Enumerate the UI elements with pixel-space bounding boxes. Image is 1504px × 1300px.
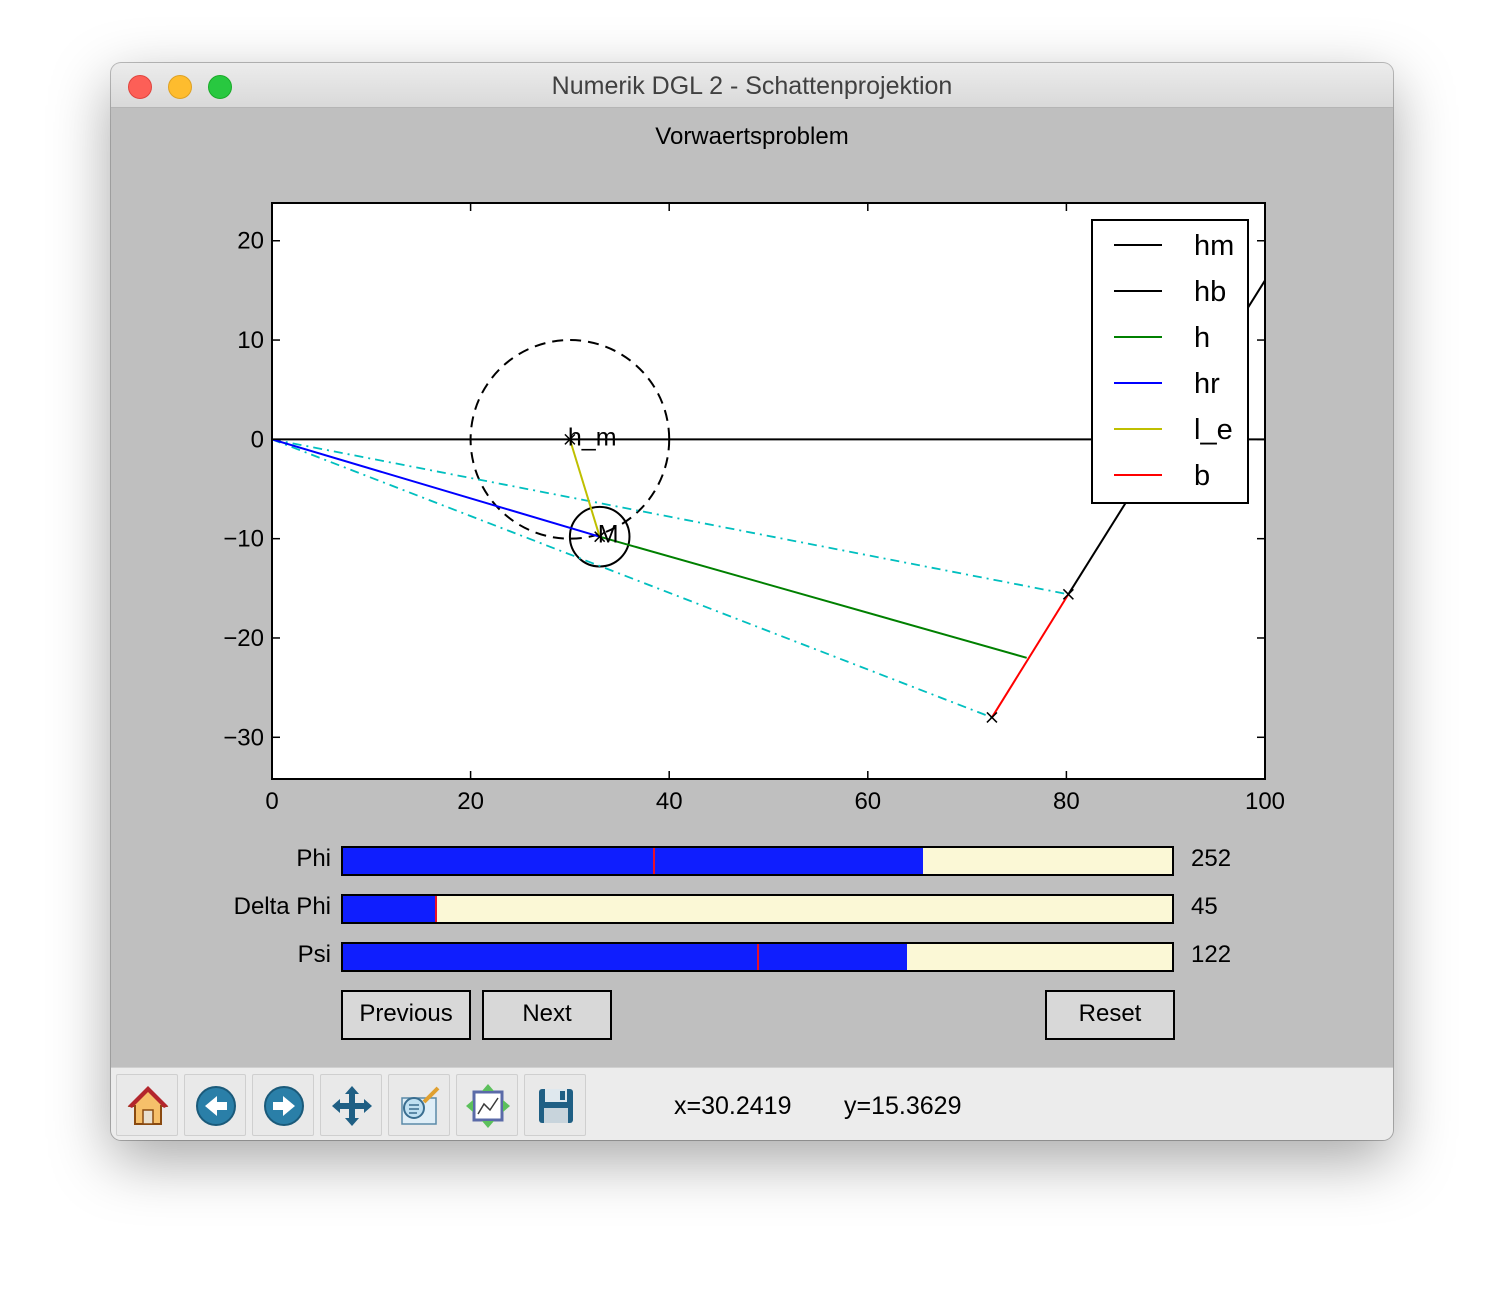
x-marker-stroke-b	[986, 711, 998, 723]
legend-label-hb: hb	[1194, 276, 1226, 308]
x-tick-label: 80	[1053, 788, 1080, 815]
annotation-m: M	[598, 521, 619, 549]
axes-frame	[271, 202, 1266, 780]
guide-line-1	[272, 438, 993, 719]
annotation-h-m: h_m	[568, 423, 617, 451]
x-tick-label: 60	[854, 788, 881, 815]
reset-button[interactable]: Reset	[1045, 990, 1175, 1040]
series-line-h	[599, 535, 1027, 659]
x-tick-label: 0	[265, 788, 278, 815]
figure-title: Vorwaertsproblem	[655, 123, 849, 150]
y-tick-label: −10	[223, 526, 264, 553]
delta-phi-value: 45	[1191, 893, 1218, 920]
psi-value: 122	[1191, 941, 1232, 968]
subplots-icon	[466, 1084, 510, 1128]
x-marker-1	[594, 531, 606, 543]
x-coordinate-readout: x=30.2419	[674, 1092, 792, 1120]
slider-label-psi: Psi	[297, 941, 331, 968]
forward-button[interactable]	[252, 1074, 314, 1136]
series-line-b	[991, 593, 1070, 718]
y-tick-label: 0	[251, 426, 264, 453]
x-marker-stroke-b	[564, 433, 576, 445]
save-icon	[539, 1089, 573, 1123]
y-tick-label: 10	[237, 327, 264, 354]
y-coordinate-readout: y=15.3629	[844, 1092, 962, 1120]
x-tick-label: 40	[656, 788, 683, 815]
delta-phi-slider-initial-marker	[434, 896, 437, 922]
close-window-button[interactable]	[128, 75, 152, 99]
minimize-window-button[interactable]	[168, 75, 192, 99]
x-marker-stroke-b	[594, 531, 606, 543]
forward-arrow-icon	[264, 1086, 304, 1126]
app-window: Numerik DGL 2 - Schattenprojektion Vorwa…	[111, 63, 1393, 1140]
zoom-icon	[401, 1086, 440, 1125]
back-button[interactable]	[184, 1074, 246, 1136]
title-bar: Numerik DGL 2 - Schattenprojektion	[111, 63, 1393, 108]
y-tick-label: −30	[223, 724, 264, 751]
next-button[interactable]: Next	[482, 990, 612, 1040]
x-marker-0	[564, 433, 576, 445]
delta-phi-slider[interactable]	[341, 894, 1174, 924]
window-title: Numerik DGL 2 - Schattenprojektion	[551, 72, 953, 100]
home-icon	[127, 1086, 169, 1125]
phi-slider-fill	[343, 848, 924, 874]
phi-slider[interactable]	[341, 846, 1174, 876]
phi-value: 252	[1191, 845, 1232, 872]
subplots-button[interactable]	[456, 1074, 518, 1136]
legend: hm hb h hr l_eb	[1091, 219, 1249, 504]
x-tick-label: 100	[1245, 788, 1285, 815]
slider-label-phi: Phi	[296, 845, 331, 872]
guide-line-0	[272, 438, 1069, 596]
save-button[interactable]	[524, 1074, 586, 1136]
delta-phi-slider-fill	[343, 896, 436, 922]
legend-label-h: h	[1194, 322, 1210, 354]
plot-area[interactable]: h_mM0 20 40 60 80 10020100−10−20−30hmhbhhrl_e…	[111, 63, 1393, 823]
series-line-l-e	[568, 439, 601, 537]
x-marker-2	[1062, 588, 1074, 600]
legend-box	[1091, 219, 1249, 504]
legend-label-hm: hm	[1194, 230, 1234, 262]
pan-icon	[332, 1086, 372, 1126]
previous-button[interactable]: Previous	[341, 990, 471, 1040]
legend-label-hr: hr	[1194, 368, 1220, 400]
pan-button[interactable]	[320, 1074, 382, 1136]
x-marker-3	[986, 711, 998, 723]
x-tick-label: 20	[457, 788, 484, 815]
series-line-hr	[272, 438, 600, 538]
psi-slider[interactable]	[341, 942, 1174, 972]
legend-label-l-e: l_e	[1194, 414, 1233, 446]
zoom-button[interactable]	[388, 1074, 450, 1136]
psi-slider-fill	[343, 944, 907, 970]
navigation-toolbar: x=30.2419 y=15.3629	[111, 1067, 1393, 1140]
phi-slider-initial-marker	[652, 848, 655, 874]
y-tick-label: 20	[237, 228, 264, 255]
back-arrow-icon	[196, 1086, 236, 1126]
home-button[interactable]	[116, 1074, 178, 1136]
zoom-window-button[interactable]	[208, 75, 232, 99]
y-tick-label: −20	[223, 625, 264, 652]
psi-slider-initial-marker	[756, 944, 759, 970]
legend-label-b: b	[1194, 460, 1210, 492]
x-marker-stroke-b	[1062, 588, 1074, 600]
slider-label-delta-phi: Delta Phi	[233, 893, 331, 920]
